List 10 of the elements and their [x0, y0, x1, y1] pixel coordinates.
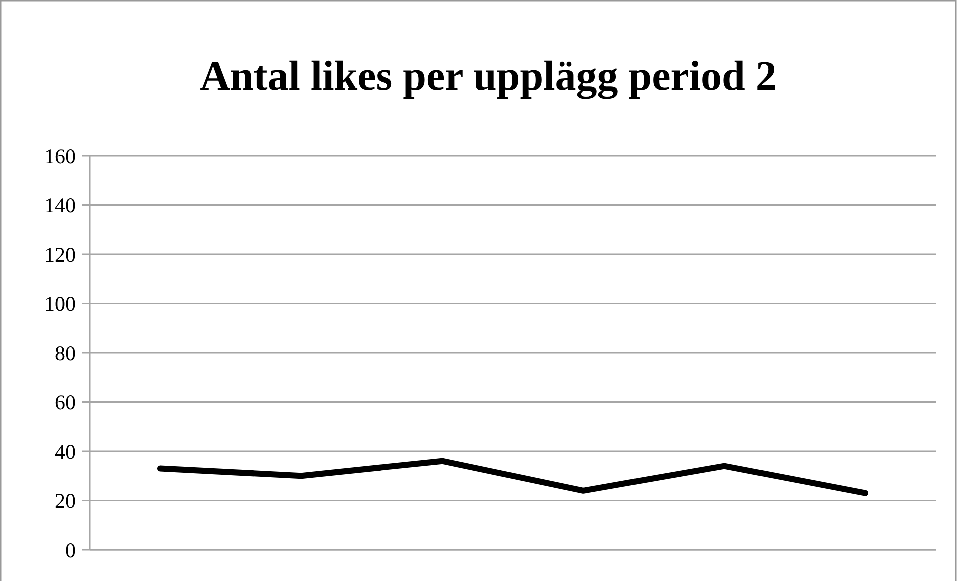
y-tick-label: 40 — [55, 440, 76, 464]
y-tick-label: 140 — [44, 194, 76, 218]
y-tick-label: 120 — [44, 242, 76, 267]
y-tick-label: 60 — [55, 390, 76, 415]
chart-title: Antal likes per upplägg period 2 — [200, 54, 777, 100]
y-tick-label: 100 — [44, 292, 76, 316]
y-tick-label: 160 — [44, 144, 76, 168]
y-tick-label: 80 — [55, 341, 76, 366]
y-tick-label: 0 — [66, 538, 76, 562]
y-tick-label: 20 — [55, 489, 76, 514]
